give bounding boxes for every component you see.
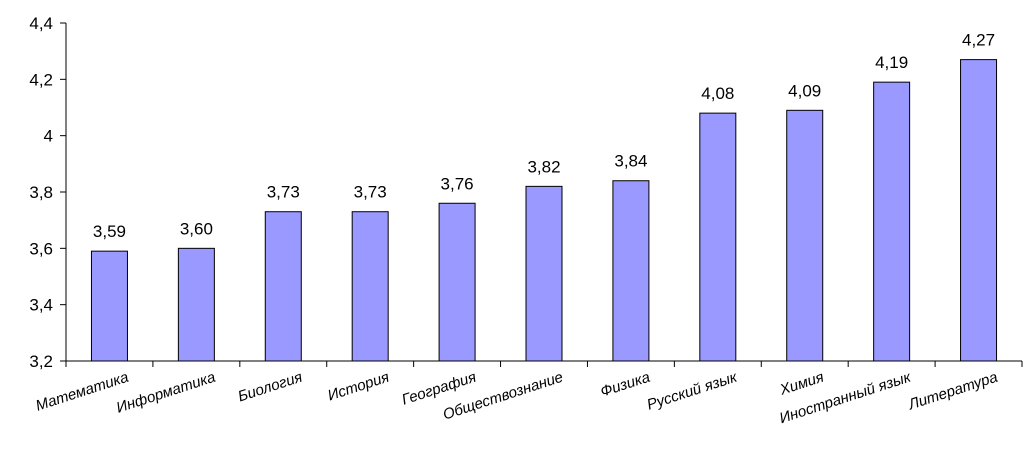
data-label: 3,59 bbox=[93, 222, 126, 241]
data-label: 4,27 bbox=[962, 31, 995, 50]
y-tick-label: 3,2 bbox=[29, 352, 53, 371]
x-axis bbox=[65, 360, 1023, 367]
bar bbox=[960, 59, 998, 362]
y-tick-label: 3,6 bbox=[29, 239, 53, 258]
data-labels: 3,59 3,60 3,73 3,73 3,76 3,82 3,84 4,08 4,09 4,19… bbox=[93, 31, 995, 242]
bar bbox=[873, 81, 911, 362]
bar bbox=[351, 211, 389, 362]
bar bbox=[699, 112, 737, 362]
y-tick-label: 4,4 bbox=[29, 14, 53, 33]
y-tick-label: 3,4 bbox=[29, 296, 53, 315]
category-label: Биология bbox=[236, 369, 305, 406]
bar bbox=[438, 202, 476, 362]
bar bbox=[612, 180, 650, 362]
bar bbox=[525, 185, 563, 362]
category-label: История bbox=[326, 369, 392, 405]
data-label: 3,82 bbox=[527, 157, 560, 176]
bar bbox=[90, 250, 128, 362]
y-tick-label: 4,2 bbox=[29, 70, 53, 89]
y-tick-label: 3,8 bbox=[29, 183, 53, 202]
category-label: Литература bbox=[906, 369, 1000, 414]
bar bbox=[264, 211, 302, 362]
data-label: 4,19 bbox=[875, 53, 908, 72]
data-label: 3,73 bbox=[354, 183, 387, 202]
data-label: 3,73 bbox=[267, 183, 300, 202]
y-tick-label: 4 bbox=[44, 127, 53, 146]
category-label: Химия bbox=[777, 369, 826, 399]
bar bbox=[177, 247, 215, 362]
data-label: 3,84 bbox=[614, 152, 647, 171]
data-label: 3,60 bbox=[180, 219, 213, 238]
category-label: Физика bbox=[598, 369, 652, 401]
data-label: 3,76 bbox=[441, 174, 474, 193]
category-label: Русский язык bbox=[645, 368, 740, 413]
data-label: 4,09 bbox=[788, 81, 821, 100]
y-axis: 3,2 3,4 3,6 3,8 4 4,2 4,4 bbox=[29, 14, 67, 371]
bars bbox=[90, 59, 998, 362]
bar bbox=[786, 109, 824, 362]
category-label: Информатика bbox=[114, 369, 217, 417]
data-label: 4,08 bbox=[701, 84, 734, 103]
